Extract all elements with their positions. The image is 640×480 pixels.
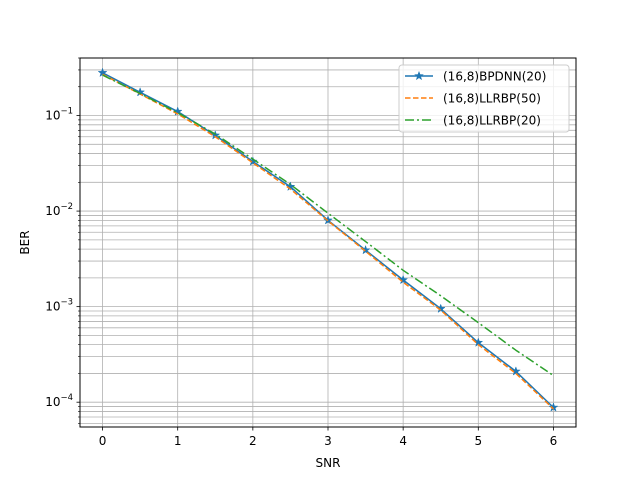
x-tick-label: 4 bbox=[399, 434, 407, 448]
series-lines bbox=[97, 67, 559, 412]
series-2 bbox=[102, 73, 554, 410]
y-axis-label: BER bbox=[18, 230, 32, 254]
data-point-marker bbox=[548, 402, 559, 412]
legend-box bbox=[398, 64, 570, 133]
legend-item-2: (16,8)LLRBP(50) bbox=[405, 92, 541, 106]
legend-marker-sample bbox=[413, 70, 425, 81]
y-tick-label: 10−4 bbox=[45, 393, 73, 409]
x-tick-label: 5 bbox=[474, 434, 482, 448]
x-axis-label: SNR bbox=[316, 456, 341, 470]
axis-ticks: 0 1 2 3 4 5 6 10−4 10−3 10−2 10−1 bbox=[45, 57, 558, 448]
x-tick-label: 6 bbox=[550, 434, 558, 448]
data-point-marker bbox=[510, 366, 521, 376]
y-tick-label: 10−1 bbox=[45, 107, 73, 123]
x-tick-label: 2 bbox=[249, 434, 257, 448]
y-tick-label: 10−3 bbox=[45, 298, 73, 314]
legend-item-3: (16,8)LLRBP(20) bbox=[405, 114, 541, 128]
legend-label: (16,8)LLRBP(50) bbox=[443, 92, 541, 106]
x-tick-label: 0 bbox=[99, 434, 107, 448]
data-point-marker bbox=[398, 274, 409, 285]
legend-item-1: (16,8)BPDNN(20) bbox=[405, 70, 546, 84]
legend: (16,8)BPDNN(20) (16,8)LLRBP(50) (16,8)LLRB… bbox=[398, 64, 570, 133]
x-tick-label: 3 bbox=[324, 434, 332, 448]
y-tick-label: 10−2 bbox=[45, 202, 73, 218]
legend-label: (16,8)LLRBP(20) bbox=[443, 114, 541, 128]
legend-label: (16,8)BPDNN(20) bbox=[443, 70, 546, 84]
x-tick-label: 1 bbox=[174, 434, 182, 448]
series-line bbox=[102, 73, 554, 410]
